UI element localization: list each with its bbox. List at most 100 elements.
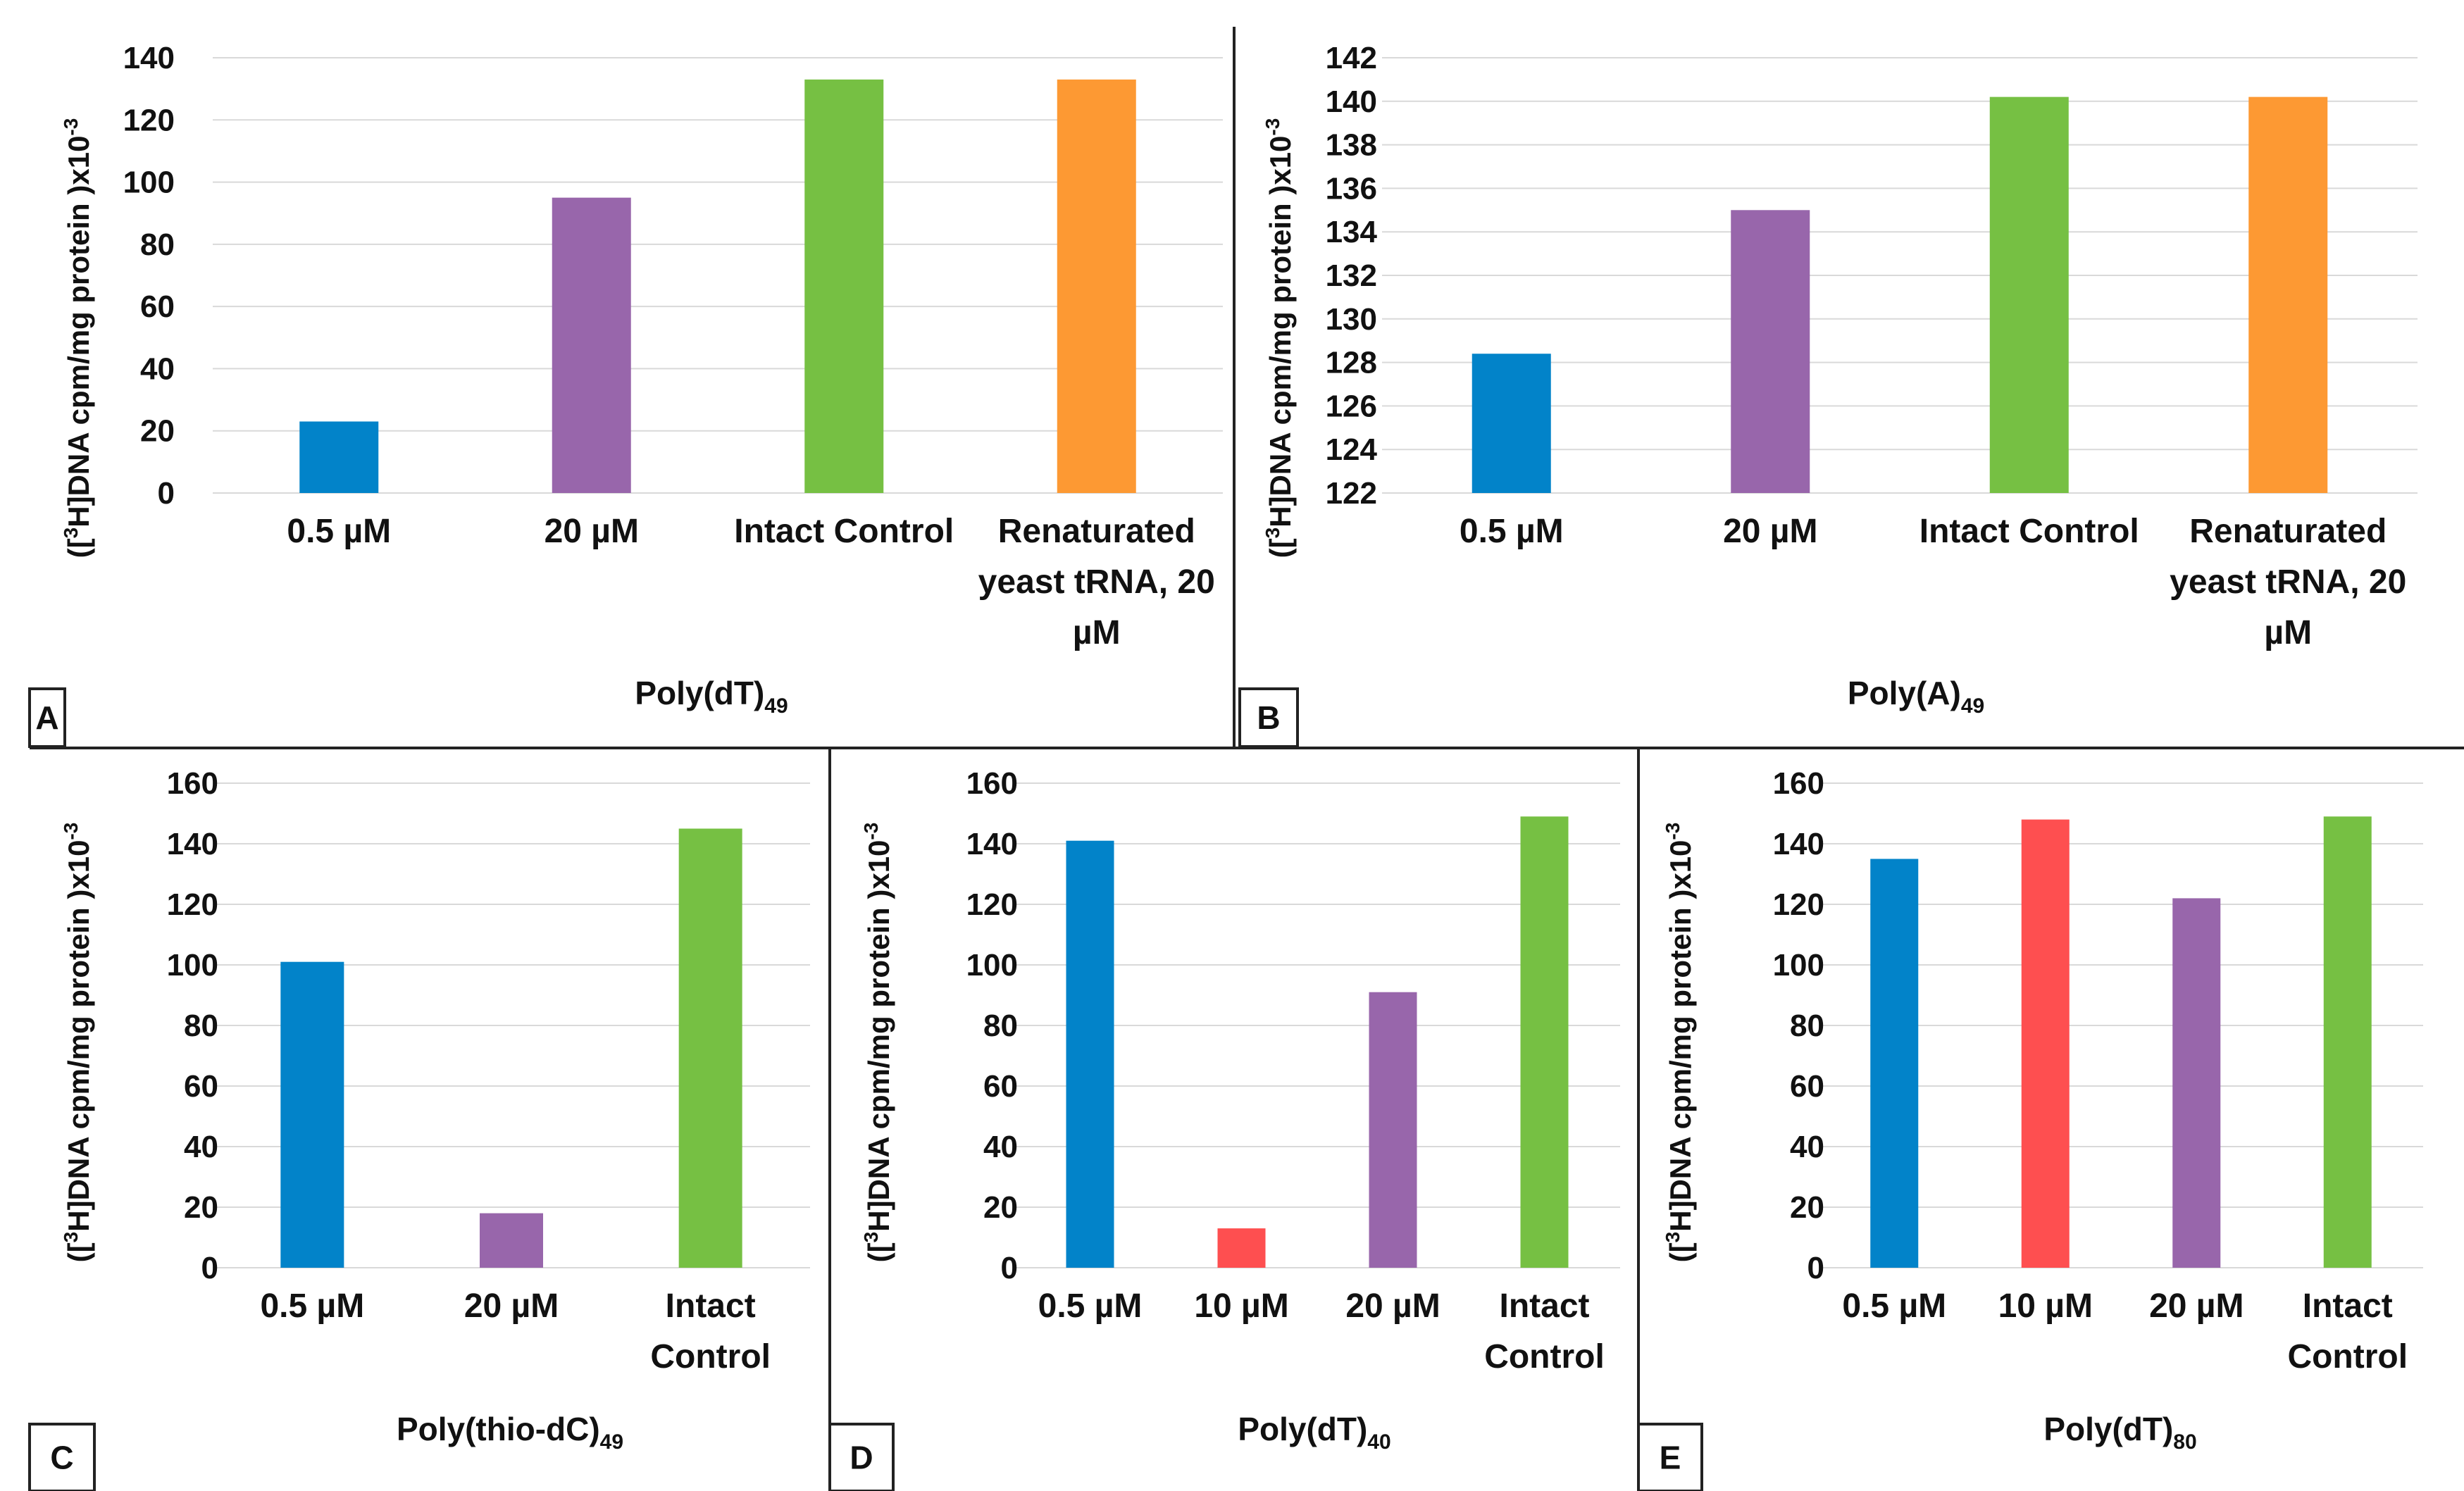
category-label: Intact xyxy=(666,1287,756,1325)
bar-d-4 xyxy=(1520,816,1569,1268)
y-tick-label: 128 xyxy=(1326,346,1377,380)
y-tick-label: 60 xyxy=(1790,1069,1824,1104)
y-tick-label: 134 xyxy=(1326,215,1378,249)
x-axis-label: Poly(dT)40 xyxy=(1238,1411,1390,1454)
bar-e-1 xyxy=(1870,859,1919,1268)
bar-b-2 xyxy=(1731,210,1810,493)
chart-panel-c: 0 20 40 60 80 100 120 140 160 0.5 µM 20 µM Intact Co… xyxy=(28,766,810,1491)
y-axis-label-post: H]DNA cpm/mg protein )x10 xyxy=(1664,840,1697,1232)
chart-panel-a: 0 20 40 60 80 100 120 140 0.5 µM 20 µM Intact Cont… xyxy=(28,41,1223,748)
panel-letter: B xyxy=(1257,699,1280,736)
y-tick-label: 140 xyxy=(123,41,175,75)
bar-b-3 xyxy=(1989,96,2069,493)
y-tick-label: 120 xyxy=(1773,887,1824,922)
y-tick-label: 100 xyxy=(1773,948,1824,982)
panel-letter: C xyxy=(50,1440,73,1476)
y-tick-label: 80 xyxy=(1790,1009,1824,1043)
y-tick-label: 20 xyxy=(184,1190,218,1225)
category-label: µM xyxy=(1073,614,1121,651)
y-tick-label: 138 xyxy=(1326,128,1377,163)
category-label: 10 µM xyxy=(1998,1287,2093,1325)
category-label: 0.5 µM xyxy=(260,1287,364,1325)
bar-a-2 xyxy=(552,197,631,493)
y-tick-label: 130 xyxy=(1326,302,1377,337)
y-axis-label-post: H]DNA cpm/mg protein )x10 xyxy=(62,136,95,528)
y-axis-label-pre: ([ xyxy=(1264,538,1297,558)
panel-letter-box xyxy=(1637,1423,1703,1491)
x-axis-label: Poly(dT)80 xyxy=(2043,1411,2196,1454)
y-tick-label: 120 xyxy=(123,103,175,137)
y-tick-label: 140 xyxy=(966,827,1018,861)
category-label: Intact Control xyxy=(1919,513,2139,550)
y-tick-label: 40 xyxy=(983,1130,1018,1164)
y-axis-label: ([3H]DNA cpm/mg protein )x10-3 xyxy=(860,823,895,1263)
x-axis-label-sub: 49 xyxy=(1961,694,1984,718)
y-tick-label: 160 xyxy=(966,766,1018,801)
y-tick-label: 122 xyxy=(1326,476,1377,511)
y-axis-label-pre: ([ xyxy=(1664,1242,1697,1262)
y-tick-label: 124 xyxy=(1326,432,1378,467)
y-tick-label: 60 xyxy=(184,1069,218,1104)
x-axis-label-main: Poly(dT) xyxy=(635,675,764,711)
y-axis-label-post: H]DNA cpm/mg protein )x10 xyxy=(62,840,95,1232)
y-tick-label: 0 xyxy=(1001,1251,1018,1285)
y-tick-label: 0 xyxy=(158,476,175,511)
category-label: Renaturated xyxy=(998,513,1195,550)
x-axis-label-sub: 40 xyxy=(1367,1430,1390,1454)
bar-a-4 xyxy=(1057,79,1136,493)
y-tick-label: 126 xyxy=(1326,389,1377,423)
bar-e-3 xyxy=(2172,898,2221,1268)
y-tick-label: 20 xyxy=(983,1190,1018,1225)
y-tick-label: 100 xyxy=(167,948,218,982)
y-tick-label: 40 xyxy=(1790,1130,1824,1164)
bar-e-4 xyxy=(2323,816,2372,1268)
y-tick-label: 0 xyxy=(1807,1251,1824,1285)
chart-panel-e: 0 20 40 60 80 100 120 140 160 0.5 µM 10 µM 20 µM Int… xyxy=(1637,766,2423,1491)
y-tick-label: 20 xyxy=(1790,1190,1824,1225)
y-tick-label: 160 xyxy=(167,766,218,801)
y-axis-label-sup2: -3 xyxy=(1262,118,1283,136)
y-axis-label-sup: 3 xyxy=(860,1232,882,1243)
bar-c-1 xyxy=(280,961,344,1268)
chart-panel-b: 122 124 126 128 130 132 134 136 138 140 142 0.5 µM 2… xyxy=(1238,41,2418,748)
panel-letter: E xyxy=(1660,1440,1681,1476)
category-label: 0.5 µM xyxy=(1038,1287,1143,1325)
y-tick-label: 140 xyxy=(1773,827,1824,861)
x-axis-label-main: Poly(dT) xyxy=(1238,1411,1367,1447)
bar-b-1 xyxy=(1471,354,1551,493)
category-label: 20 µM xyxy=(1345,1287,1440,1325)
y-tick-label: 80 xyxy=(983,1009,1018,1043)
y-tick-label: 142 xyxy=(1326,41,1377,75)
y-axis-label-sup2: -3 xyxy=(860,823,882,840)
y-tick-label: 160 xyxy=(1773,766,1824,801)
x-axis-label-sub: 80 xyxy=(2173,1430,2196,1454)
y-axis-label-sup2: -3 xyxy=(60,118,82,136)
category-label: Intact Control xyxy=(734,513,954,550)
category-label: Intact xyxy=(1499,1287,1589,1325)
category-label: 20 µM xyxy=(2149,1287,2244,1325)
y-axis-label-post: H]DNA cpm/mg protein )x10 xyxy=(1264,136,1297,528)
x-axis-label-main: Poly(thio-dC) xyxy=(397,1411,600,1447)
panel-letter-box xyxy=(28,687,66,748)
category-label: Control xyxy=(2287,1338,2408,1375)
y-tick-label: 60 xyxy=(140,289,175,324)
bar-b-4 xyxy=(2248,96,2328,493)
x-axis-label: Poly(dT)49 xyxy=(635,675,788,718)
y-axis-label-sup: 3 xyxy=(1662,1232,1684,1243)
category-label: 0.5 µM xyxy=(1460,513,1564,550)
panel-dividers xyxy=(30,27,2464,1491)
y-tick-label: 100 xyxy=(966,948,1018,982)
y-axis-label: ([3H]DNA cpm/mg protein )x10-3 xyxy=(1262,118,1297,559)
bar-c-3 xyxy=(678,828,742,1268)
category-label: 20 µM xyxy=(545,513,639,550)
panel-letter-box xyxy=(828,1423,895,1491)
x-axis-label-sub: 49 xyxy=(764,694,788,718)
category-label: yeast tRNA, 20 xyxy=(978,563,1215,601)
panels: 0 20 40 60 80 100 120 140 0.5 µM 20 µM Intact Cont… xyxy=(28,41,2423,1491)
category-label: 0.5 µM xyxy=(287,513,391,550)
bar-d-2 xyxy=(1217,1228,1266,1268)
y-tick-label: 100 xyxy=(123,166,175,200)
y-tick-label: 80 xyxy=(140,227,175,262)
y-axis-label-pre: ([ xyxy=(862,1242,895,1262)
